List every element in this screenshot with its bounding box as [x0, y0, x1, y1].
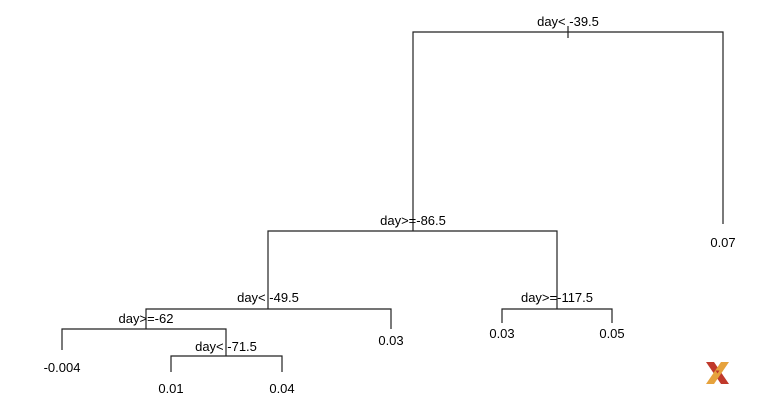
split-node-5: day>=-62	[61, 311, 227, 350]
leaf-label-4: 0.05	[599, 326, 624, 341]
leaf-label-5: -0.004	[44, 360, 81, 375]
split-label-3: day< -49.5	[237, 290, 299, 305]
split-label-6: day< -71.5	[195, 339, 257, 354]
x-logo-icon	[706, 362, 729, 384]
split-label-root: day< -39.5	[537, 14, 599, 29]
branch-root	[412, 31, 724, 224]
leaf-label-7: 0.04	[269, 381, 294, 396]
leaf-label-3: 0.03	[489, 326, 514, 341]
split-label-4: day>=-117.5	[521, 290, 593, 305]
branch-split-3	[145, 308, 392, 329]
branch-split-6	[170, 355, 283, 372]
split-node-6: day< -71.5	[170, 339, 283, 372]
split-node-4: day>=-117.5	[501, 290, 613, 323]
split-label-5: day>=-62	[119, 311, 174, 326]
split-node-3: day< -49.5	[145, 290, 392, 329]
leaf-label-2: 0.03	[378, 333, 403, 348]
split-label-2: day>=-86.5	[380, 213, 446, 228]
split-node-2: day>=-86.5	[267, 213, 558, 298]
leaf-label-6: 0.01	[158, 381, 183, 396]
split-node-root: day< -39.5	[412, 14, 724, 224]
branch-split-5	[61, 328, 227, 350]
branch-split-4	[501, 308, 613, 323]
branch-split-2	[267, 230, 558, 298]
leaf-label-1: 0.07	[710, 235, 735, 250]
